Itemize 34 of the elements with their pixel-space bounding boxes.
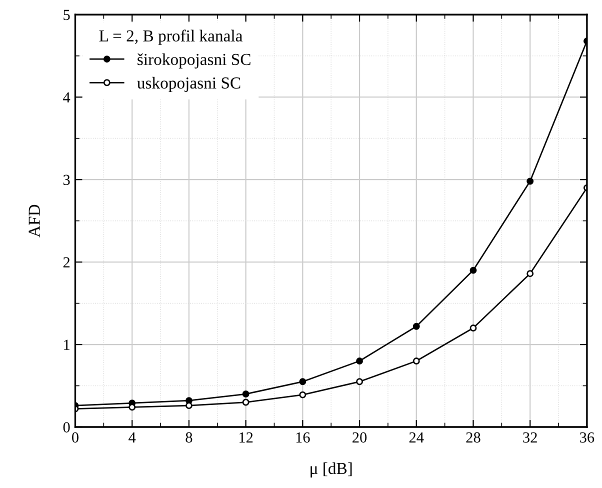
y-tick-label: 0 xyxy=(63,422,70,432)
point xyxy=(470,324,477,332)
point xyxy=(470,266,477,274)
y-tick-label: 2 xyxy=(63,257,70,268)
point xyxy=(185,402,192,410)
x-tick-label: 28 xyxy=(466,432,480,443)
y-tick-label: 4 xyxy=(63,92,70,102)
x-axis-title: μ [dB] xyxy=(310,462,352,478)
point xyxy=(299,378,306,386)
y-axis-title: AFD xyxy=(28,204,40,238)
y-tick-label: 1 xyxy=(64,340,70,350)
x-tick-label: 4 xyxy=(128,432,136,442)
point xyxy=(356,378,363,386)
legend-title: L = 2, B profil kanala xyxy=(99,30,242,45)
point xyxy=(356,358,363,364)
legend-label: uskopojasni SC xyxy=(137,76,240,92)
x-tick-label: 0 xyxy=(72,432,78,443)
point xyxy=(412,322,420,330)
x-tick-label: 24 xyxy=(409,432,424,442)
y-tick-label: 5 xyxy=(64,10,70,20)
x-tick-label: 36 xyxy=(580,432,594,443)
point xyxy=(242,398,250,406)
x-tick-label: 20 xyxy=(352,432,367,443)
point xyxy=(242,390,250,398)
point xyxy=(412,358,420,364)
x-tick-label: 12 xyxy=(240,432,253,442)
x-tick-label: 8 xyxy=(186,432,192,443)
point xyxy=(526,178,534,185)
x-tick-label: 16 xyxy=(296,432,310,443)
x-tick-label: 32 xyxy=(523,432,537,443)
point xyxy=(526,270,534,278)
legend-label: širokopojasni SC xyxy=(138,53,250,68)
point xyxy=(299,391,306,398)
y-tick-label: 3 xyxy=(63,174,70,186)
